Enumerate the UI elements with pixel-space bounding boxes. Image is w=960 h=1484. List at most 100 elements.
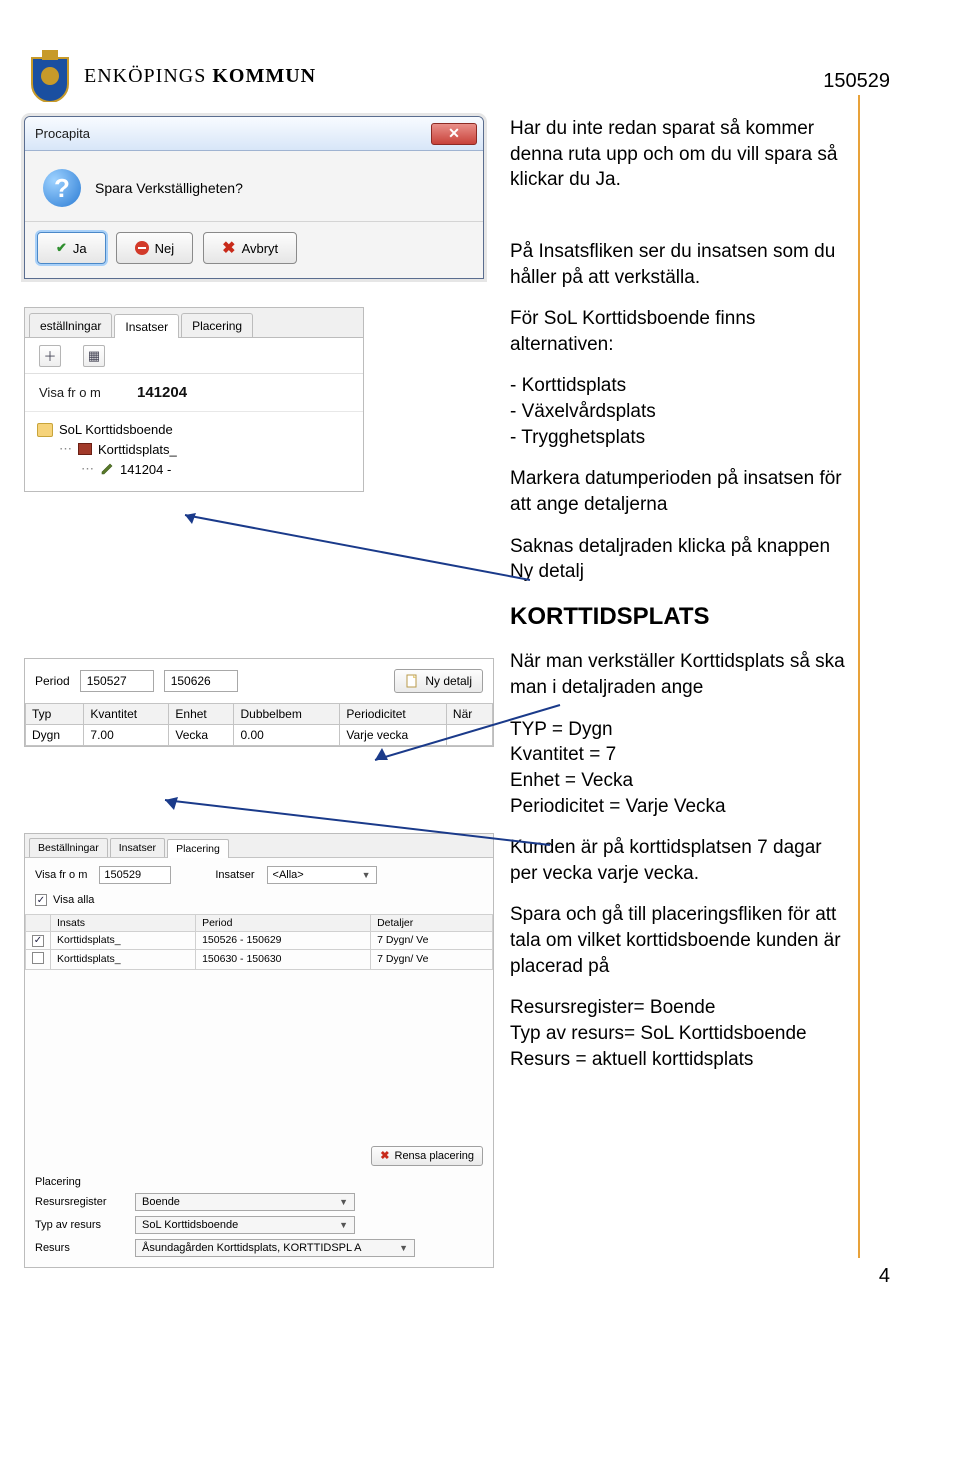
instruction-column: Har du inte redan sparat så kommer denna… <box>510 116 900 1268</box>
toolbar-grid-icon[interactable]: ▦ <box>83 345 105 367</box>
tab-bestallningar[interactable]: eställningar <box>29 313 112 337</box>
col-kvantitet: Kvantitet <box>84 704 169 725</box>
insats-panel: eställningar Insatser Placering ＋ ▦ Visa… <box>24 307 364 492</box>
chevron-down-icon: ▼ <box>339 1220 348 1230</box>
vertical-accent-rule <box>858 95 860 1258</box>
period-from-input[interactable]: 150527 <box>80 670 154 692</box>
instr-p6: När man verkställer Korttidsplats så ska… <box>510 649 850 700</box>
chevron-down-icon: ▼ <box>362 870 371 880</box>
table-row[interactable]: Dygn 7.00 Vecka 0.00 Varje vecka <box>26 725 493 746</box>
chevron-down-icon: ▼ <box>399 1243 408 1253</box>
instr-p9: Spara och gå till placeringsfliken för a… <box>510 902 850 979</box>
page-number: 4 <box>879 1265 890 1288</box>
def-resursregister: Resursregister= Boende <box>510 995 850 1021</box>
red-doc-icon <box>78 443 92 455</box>
pl-resursregister-select[interactable]: Boende▼ <box>135 1193 355 1211</box>
visa-from-value: 141204 <box>137 384 187 401</box>
check-icon: ✔ <box>56 240 67 256</box>
placering-table: Insats Period Detaljer ✓ Korttidsplats_ … <box>25 914 493 970</box>
instr-p3: För SoL Korttidsboende finns alternative… <box>510 306 850 357</box>
yes-button-label: Ja <box>73 241 87 256</box>
pl-typ-select[interactable]: SoL Korttidsboende▼ <box>135 1216 355 1234</box>
tree-child-1[interactable]: ⋯ Korttidsplats_ <box>59 441 351 457</box>
question-icon: ? <box>43 169 81 207</box>
ptab-placering[interactable]: Placering <box>167 839 229 858</box>
row-checkbox[interactable] <box>32 952 44 964</box>
pl-resursregister-label: Resursregister <box>35 1196 135 1208</box>
close-icon: ✕ <box>448 125 460 142</box>
def-enhet: Enhet = Vecka <box>510 768 850 794</box>
placering-panel: Beställningar Insatser Placering Visa fr… <box>24 833 494 1268</box>
dialog-titlebar: Procapita ✕ <box>25 117 483 151</box>
col-nar: När <box>446 704 492 725</box>
rensa-button[interactable]: ✖ Rensa placering <box>371 1146 483 1166</box>
pencil-icon <box>100 462 114 476</box>
save-dialog: Procapita ✕ ? Spara Verkställigheten? ✔ … <box>24 116 484 279</box>
pl-visa-label: Visa fr o m <box>35 869 87 881</box>
instr-p2: På Insatsfliken ser du insatsen som du h… <box>510 239 850 290</box>
close-button[interactable]: ✕ <box>431 123 477 145</box>
period-label: Period <box>35 674 70 688</box>
tree-child-2-label: 141204 - <box>120 462 171 477</box>
detail-table: Typ Kvantitet Enhet Dubbelbem Periodicit… <box>25 703 493 746</box>
clear-icon: ✖ <box>380 1149 389 1162</box>
instr-p5: Saknas detaljraden klicka på knappen Ny … <box>510 534 850 585</box>
tree-root-label: SoL Korttidsboende <box>59 422 173 437</box>
pl-placering-label: Placering <box>35 1176 135 1188</box>
row-checkbox[interactable]: ✓ <box>32 935 44 947</box>
tab-bar: eställningar Insatser Placering <box>25 308 363 338</box>
dialog-title: Procapita <box>35 126 431 141</box>
new-doc-icon <box>405 674 419 688</box>
period-to-input[interactable]: 150626 <box>164 670 238 692</box>
panel-toolbar: ＋ ▦ <box>25 338 363 374</box>
pl-insatser-select[interactable]: <Alla> ▼ <box>267 866 377 884</box>
pl-resurs-select[interactable]: Åsundagården Korttidsplats, KORTTIDSPL A… <box>135 1239 415 1257</box>
document-header: ENKÖPINGS KOMMUN <box>24 50 900 102</box>
tree-root[interactable]: SoL Korttidsboende <box>37 422 351 437</box>
col-enhet: Enhet <box>169 704 234 725</box>
new-detail-button[interactable]: Ny detalj <box>394 669 483 693</box>
table-row[interactable]: Korttidsplats_ 150630 - 150630 7 Dygn/ V… <box>26 949 493 969</box>
def-kvantitet: Kvantitet = 7 <box>510 742 850 768</box>
instr-p1: Har du inte redan sparat så kommer denna… <box>510 116 850 193</box>
dialog-message: Spara Verkställigheten? <box>95 180 243 196</box>
yes-button[interactable]: ✔ Ja <box>37 232 106 264</box>
alt-3: - Trygghetsplats <box>510 425 850 451</box>
ptab-insatser[interactable]: Insatser <box>110 838 165 857</box>
heading-korttidsplats: KORTTIDSPLATS <box>510 601 850 633</box>
pl-visa-input[interactable] <box>99 866 171 884</box>
no-icon <box>135 241 149 255</box>
no-button[interactable]: Nej <box>116 232 194 264</box>
ptab-bestallningar[interactable]: Beställningar <box>29 838 108 857</box>
visa-alla-label: Visa alla <box>53 894 94 906</box>
def-typ: TYP = Dygn <box>510 717 850 743</box>
visa-alla-checkbox[interactable]: ✓ <box>35 894 47 906</box>
cancel-icon: ✖ <box>222 238 235 258</box>
document-date: 150529 <box>823 70 890 93</box>
folder-icon <box>37 423 53 437</box>
col-typ: Typ <box>26 704 84 725</box>
table-row[interactable]: ✓ Korttidsplats_ 150526 - 150629 7 Dygn/… <box>26 932 493 950</box>
cancel-button[interactable]: ✖ Avbryt <box>203 232 297 264</box>
tree-child-1-label: Korttidsplats_ <box>98 442 177 457</box>
def-resurs: Resurs = aktuell korttidsplats <box>510 1047 850 1073</box>
col-periodicitet: Periodicitet <box>340 704 447 725</box>
tree-child-2[interactable]: ⋯ 141204 - <box>81 461 351 477</box>
toolbar-add-icon[interactable]: ＋ <box>39 345 61 367</box>
def-typresurs: Typ av resurs= SoL Korttidsboende <box>510 1021 850 1047</box>
pl-insatser-label: Insatser <box>215 869 254 881</box>
tab-placering[interactable]: Placering <box>181 313 253 337</box>
alt-2: - Växelvårdsplats <box>510 399 850 425</box>
no-button-label: Nej <box>155 241 175 256</box>
pl-typ-label: Typ av resurs <box>35 1219 135 1231</box>
new-detail-label: Ny detalj <box>425 674 472 688</box>
chevron-down-icon: ▼ <box>339 1197 348 1207</box>
def-periodicitet: Periodicitet = Varje Vecka <box>510 794 850 820</box>
cancel-button-label: Avbryt <box>242 241 279 256</box>
municipality-name: ENKÖPINGS KOMMUN <box>84 65 316 88</box>
pl-resurs-label: Resurs <box>35 1242 135 1254</box>
tab-insatser[interactable]: Insatser <box>114 314 179 338</box>
insats-tree: SoL Korttidsboende ⋯ Korttidsplats_ ⋯ 14… <box>25 412 363 491</box>
visa-from-label: Visa fr o m <box>39 385 119 400</box>
instr-p4: Markera datumperioden på insatsen för at… <box>510 466 850 517</box>
